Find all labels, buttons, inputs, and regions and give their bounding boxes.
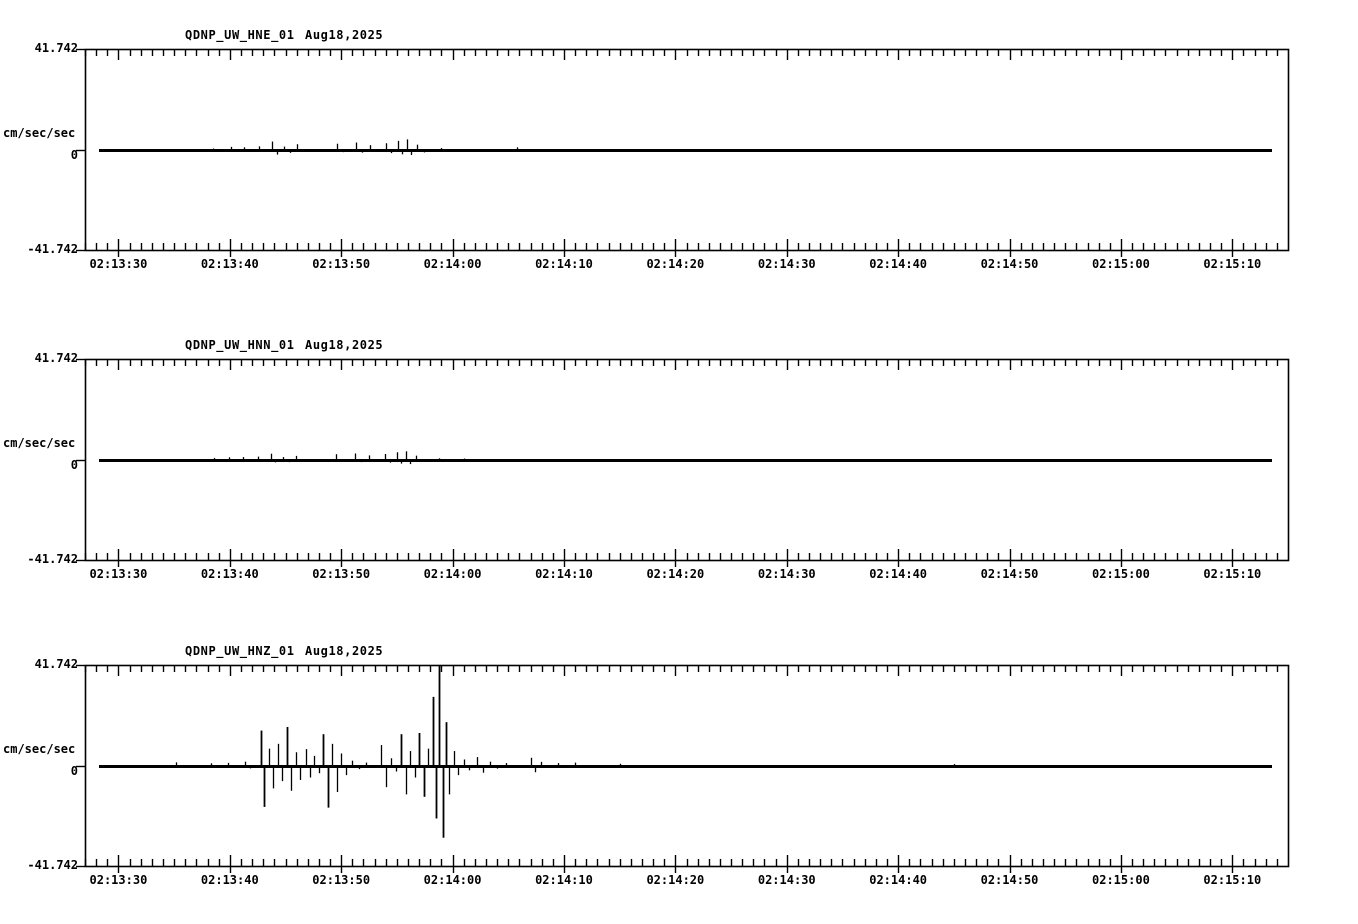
- x-tick-label-hne-6: 02:14:30: [757, 257, 816, 271]
- x-tick-label-hne-1: 02:13:40: [200, 257, 259, 271]
- y-axis-max-label-hnn: 41.742: [34, 351, 78, 365]
- tick-marks-hne: [76, 48, 1279, 257]
- x-tick-label-hne-5: 02:14:20: [646, 257, 705, 271]
- panel-date-hnn: Aug18,2025: [305, 338, 384, 352]
- x-tick-label-hnz-4: 02:14:10: [535, 873, 593, 887]
- x-tick-label-hnz-2: 02:13:50: [312, 873, 371, 887]
- tick-marks-hnn: [76, 358, 1279, 567]
- y-axis-unit-label-hnn: cm/sec/sec: [3, 435, 76, 450]
- panel-title-hne: QDNP_UW_HNE_01: [185, 28, 295, 42]
- x-tick-label-hnn-1: 02:13:40: [200, 567, 259, 581]
- trace-spikes-hnn: [213, 451, 466, 465]
- x-tick-label-hnn-4: 02:14:10: [535, 567, 593, 581]
- trace-spikes-hnz: [175, 665, 956, 838]
- panel-date-hnz: Aug18,2025: [305, 644, 384, 658]
- x-tick-label-hnn-8: 02:14:50: [980, 567, 1039, 581]
- x-tick-label-hnz-6: 02:14:30: [757, 873, 816, 887]
- x-tick-label-hne-8: 02:14:50: [980, 257, 1039, 271]
- panel-date-hne: Aug18,2025: [305, 28, 384, 42]
- y-axis-unit-label-hne: cm/sec/sec: [3, 125, 76, 140]
- x-tick-label-hne-0: 02:13:30: [89, 257, 148, 271]
- y-axis-zero-label-hnz: 0: [70, 763, 78, 778]
- y-axis-zero-label-hne: 0: [70, 147, 78, 162]
- plot-frame-hnn: [84, 358, 1290, 562]
- plot-frame-hnz: [84, 664, 1290, 868]
- panel-title-hnz: QDNP_UW_HNZ_01: [185, 644, 295, 658]
- y-axis-min-label-hne: -41.742: [27, 242, 78, 256]
- x-tick-label-hnz-1: 02:13:40: [200, 873, 259, 887]
- y-axis-zero-label-hnn: 0: [70, 457, 78, 472]
- y-axis-min-label-hnz: -41.742: [27, 858, 78, 872]
- x-tick-label-hnz-7: 02:14:40: [869, 873, 928, 887]
- y-axis-max-label-hne: 41.742: [34, 41, 78, 55]
- x-tick-label-hne-3: 02:14:00: [423, 257, 482, 271]
- x-tick-label-hnz-3: 02:14:00: [423, 873, 482, 887]
- x-tick-label-hne-2: 02:13:50: [312, 257, 371, 271]
- y-axis-max-label-hnz: 41.742: [34, 657, 78, 671]
- x-tick-label-hnn-7: 02:14:40: [869, 567, 928, 581]
- x-tick-label-hnz-9: 02:15:00: [1092, 873, 1150, 887]
- x-tick-label-hne-7: 02:14:40: [869, 257, 928, 271]
- y-axis-unit-label-hnz: cm/sec/sec: [3, 741, 76, 756]
- x-tick-label-hnn-6: 02:14:30: [757, 567, 816, 581]
- x-tick-label-hnn-9: 02:15:00: [1092, 567, 1150, 581]
- x-tick-label-hnn-2: 02:13:50: [312, 567, 371, 581]
- plot-frame-hne: [84, 48, 1290, 252]
- x-tick-label-hnn-5: 02:14:20: [646, 567, 705, 581]
- x-tick-label-hnn-3: 02:14:00: [423, 567, 482, 581]
- trace-spikes-hne: [212, 139, 524, 156]
- tick-marks-hnz: [76, 664, 1279, 873]
- x-tick-label-hne-4: 02:14:10: [535, 257, 593, 271]
- panel-title-hnn: QDNP_UW_HNN_01: [185, 338, 295, 352]
- x-tick-label-hne-10: 02:15:10: [1203, 257, 1262, 271]
- x-tick-label-hne-9: 02:15:00: [1092, 257, 1150, 271]
- x-tick-label-hnz-5: 02:14:20: [646, 873, 705, 887]
- x-tick-label-hnz-0: 02:13:30: [89, 873, 148, 887]
- x-tick-label-hnz-8: 02:14:50: [980, 873, 1039, 887]
- x-tick-label-hnn-10: 02:15:10: [1203, 567, 1262, 581]
- x-tick-label-hnz-10: 02:15:10: [1203, 873, 1262, 887]
- x-tick-label-hnn-0: 02:13:30: [89, 567, 148, 581]
- y-axis-min-label-hnn: -41.742: [27, 552, 78, 566]
